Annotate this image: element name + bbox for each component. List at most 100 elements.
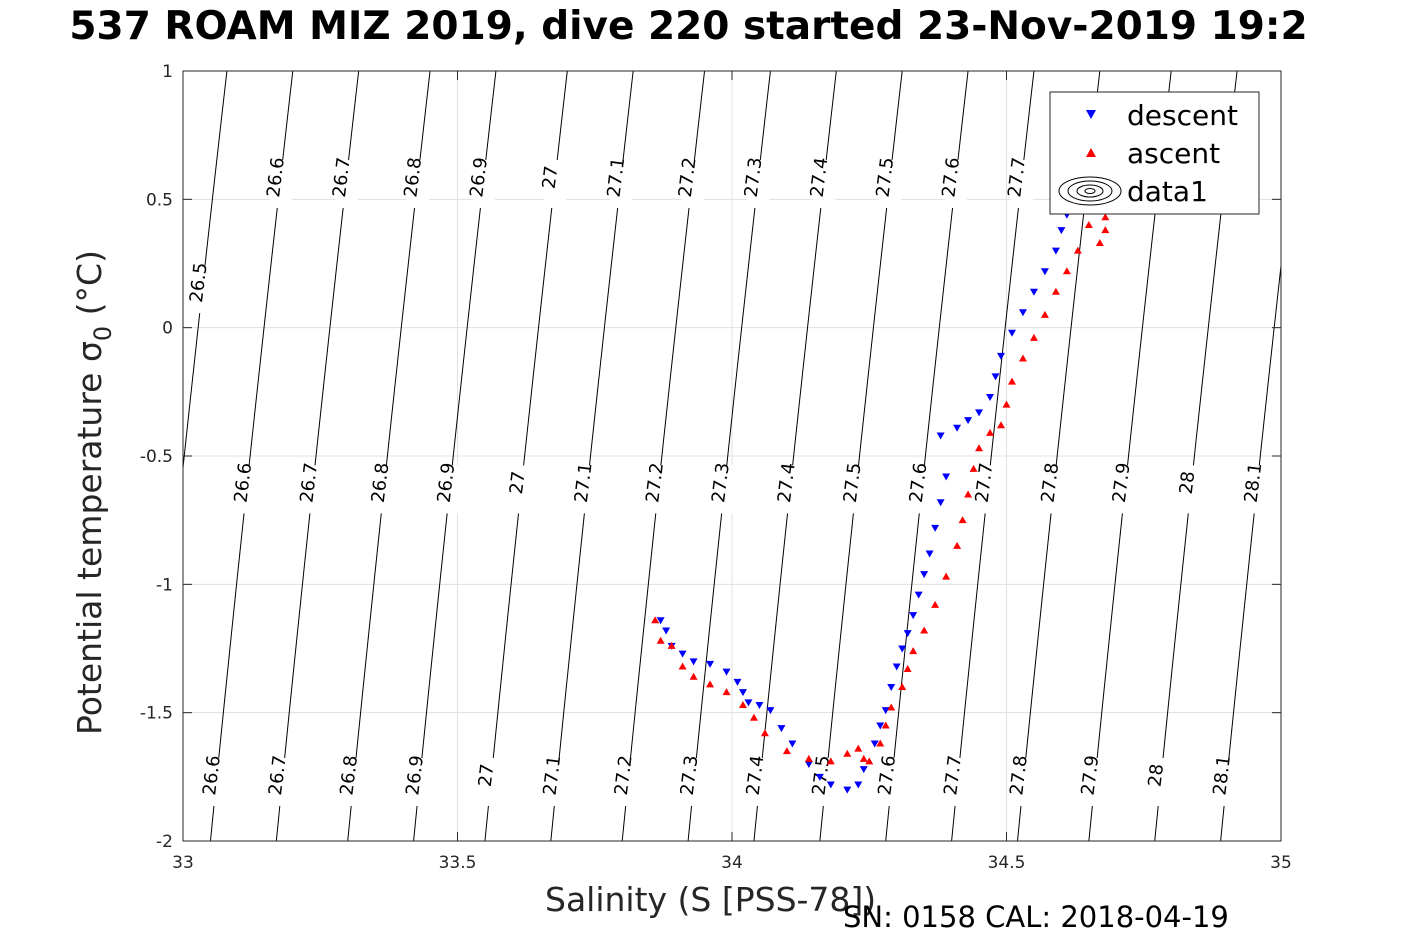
contour-label: 27.6 [938,156,964,198]
descent-point [738,689,747,697]
contour-label-bg [1084,757,1107,806]
contour-label-bg [648,465,671,514]
descent-point [744,699,753,707]
ascent-point [975,444,984,452]
descent-point [1051,247,1060,255]
contour-label-bg [1247,465,1270,514]
contour-label-bg [1044,465,1067,514]
contour-label-bg [879,159,902,208]
contour-label: 27 [539,165,563,190]
descent-point [953,424,962,432]
contour-label-bg [714,465,737,514]
contour-label-bg [546,757,569,806]
descent-point [914,591,923,599]
legend-data1-label: data1 [1127,175,1208,208]
contour-label: 27 [506,470,530,495]
contour-label: 27.1 [571,462,597,504]
contour-label-bg [747,159,770,208]
y-tick-label: -0.5 [140,447,173,467]
contour-label: 27.6 [874,754,900,796]
ascent-point [1007,377,1016,385]
x-tick-label: 33.5 [439,853,477,873]
x-tick-label: 35 [1270,853,1292,873]
descent-point [920,571,929,579]
descent-point [689,658,698,666]
contour-label: 27.7 [940,754,966,796]
descent-point [887,684,896,691]
contour-label-bg [946,757,969,806]
ascent-point [1101,213,1110,221]
contour-label-bg [1181,465,1204,514]
ascent-point [986,428,995,436]
legend-ascent-marker [1086,148,1096,157]
descent-point [881,707,890,715]
contour-label-bg [912,465,935,514]
contour-label: 26.9 [466,156,492,198]
ascent-point [903,665,912,673]
ascent-point [887,703,896,711]
ascent-point [876,739,885,747]
contour-label: 27.1 [604,156,630,198]
y-tick-label: 0.5 [146,190,173,210]
contour-label: 26.8 [336,754,362,796]
contour-label-bg [237,465,260,514]
ascent-point [865,757,874,765]
contour-label: 26.8 [368,462,394,504]
descent-point [755,701,764,709]
contour-label: 27 [475,763,499,788]
contour-label: 26.8 [400,156,426,198]
contour-label: 26.6 [263,156,289,198]
contour-label-bg [271,757,294,806]
ascent-point [1051,287,1060,295]
contour-label-bg [1012,757,1035,806]
y-tick-label: -1.5 [140,704,173,724]
descent-point [1040,268,1049,276]
descent-point [964,417,973,425]
contour-label: 27.5 [873,156,899,198]
contour-label-bg [617,757,640,806]
contour-label: 27.9 [1109,462,1135,504]
ascent-point [854,744,863,752]
ascent-point [1040,310,1049,318]
descent-point [766,707,775,715]
contour-label-bg [813,159,836,208]
y-tick-label: -2 [156,832,173,852]
contour-label: 26.6 [199,754,225,796]
contour-label-bg [1150,757,1173,806]
contour-label: 27.1 [540,754,566,796]
ascent-point [942,572,951,580]
contour-label: 26.9 [434,462,460,504]
contour-label: 27.8 [1037,462,1063,504]
ascent-point [782,747,791,755]
descent-point [991,373,1000,381]
ascent-point [1002,400,1011,408]
contour-label-bg [610,159,633,208]
contour-label: 26.7 [329,156,355,198]
contour-label: 26.7 [296,462,322,504]
contour-label: 27.3 [677,754,703,796]
contour-label: 28.1 [1241,462,1267,504]
descent-point [975,409,984,417]
descent-point [1007,329,1016,337]
ascent-point [909,647,918,655]
contour-label-bg [577,465,600,514]
descent-point [942,473,951,481]
x-tick-label: 33 [172,853,194,873]
descent-point [1018,309,1027,317]
y-tick-label: -1 [156,575,173,595]
descent-point [986,393,995,401]
descent-point [804,761,813,768]
descent-point [892,663,901,671]
legend-descent-marker [1086,110,1096,119]
contour-label-bg [343,757,366,806]
legend: descent ascent data1 [1049,91,1260,215]
descent-point [662,627,671,635]
ascent-point [722,688,731,696]
descent-point [909,612,918,620]
contour-label-bg [978,465,1001,514]
contour-label: 26.7 [265,754,291,796]
ascent-point [920,626,929,634]
ascent-point [958,516,967,524]
contour-label: 27.4 [774,462,800,504]
contour-label-bg [374,465,397,514]
